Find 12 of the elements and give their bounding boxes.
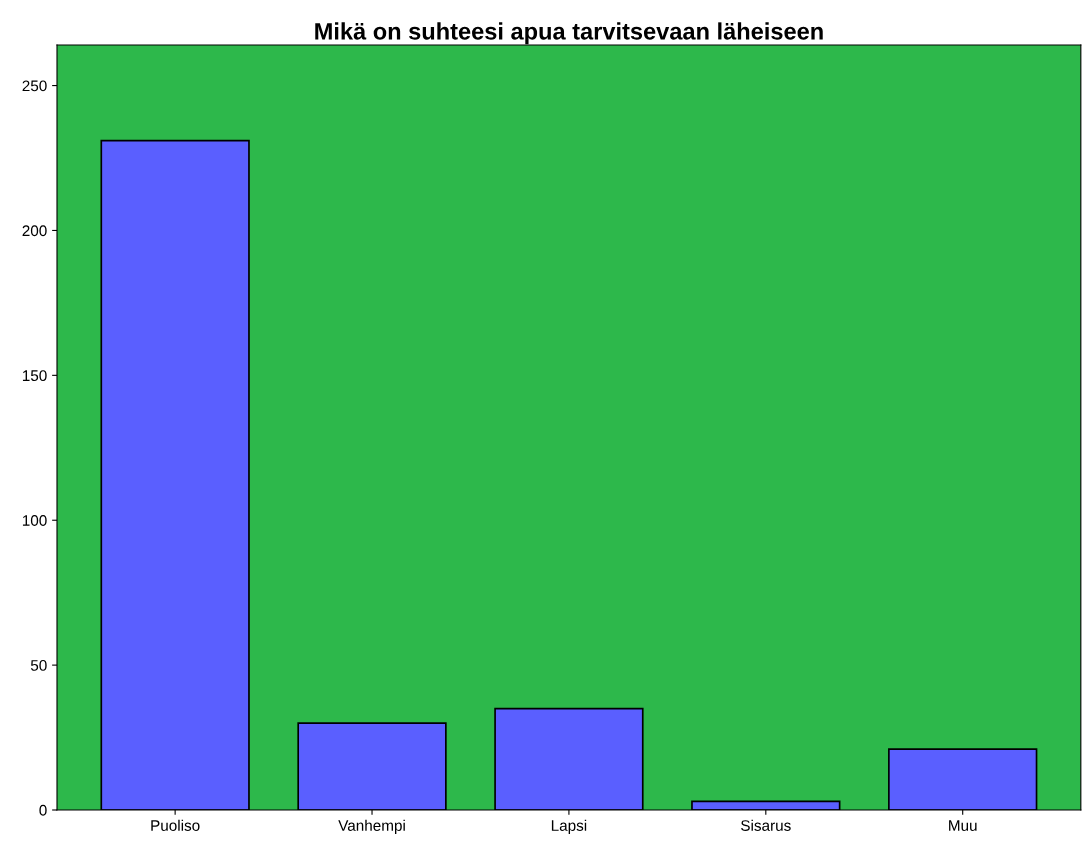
y-tick-label: 200 — [22, 225, 47, 237]
x-tick-label: Sisarus — [741, 819, 791, 831]
x-tick-label: Muu — [949, 820, 977, 831]
chart-title: Mikä on suhteesi apua tarvitsevaan läheiseen — [315, 22, 823, 45]
y-tick-label: 0 — [39, 804, 47, 816]
y-tick-label: 250 — [22, 80, 47, 92]
y-tick-label: 150 — [22, 370, 47, 382]
y-tick-label: 50 — [30, 659, 47, 671]
x-tick-label: Puoliso — [151, 819, 200, 831]
x-tick-label: Vanhempi — [338, 819, 405, 834]
x-tick-label: Lapsi — [551, 819, 587, 834]
y-tick-label: 100 — [22, 515, 47, 526]
